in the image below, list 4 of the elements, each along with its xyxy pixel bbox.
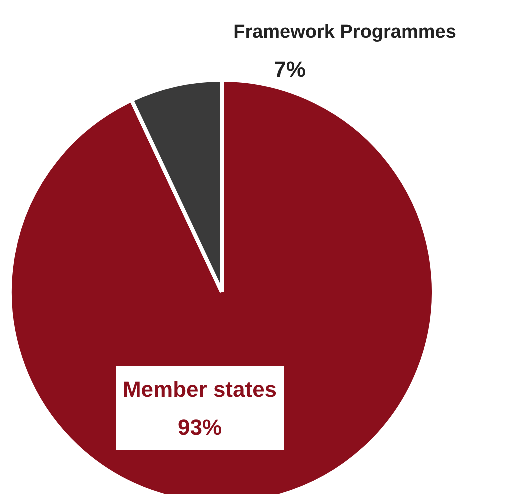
data-label: 93%: [178, 415, 222, 440]
slice-label: Framework Programmes: [234, 22, 456, 43]
slice-label: Member states: [122, 377, 278, 402]
data-label: 7%: [274, 57, 306, 82]
